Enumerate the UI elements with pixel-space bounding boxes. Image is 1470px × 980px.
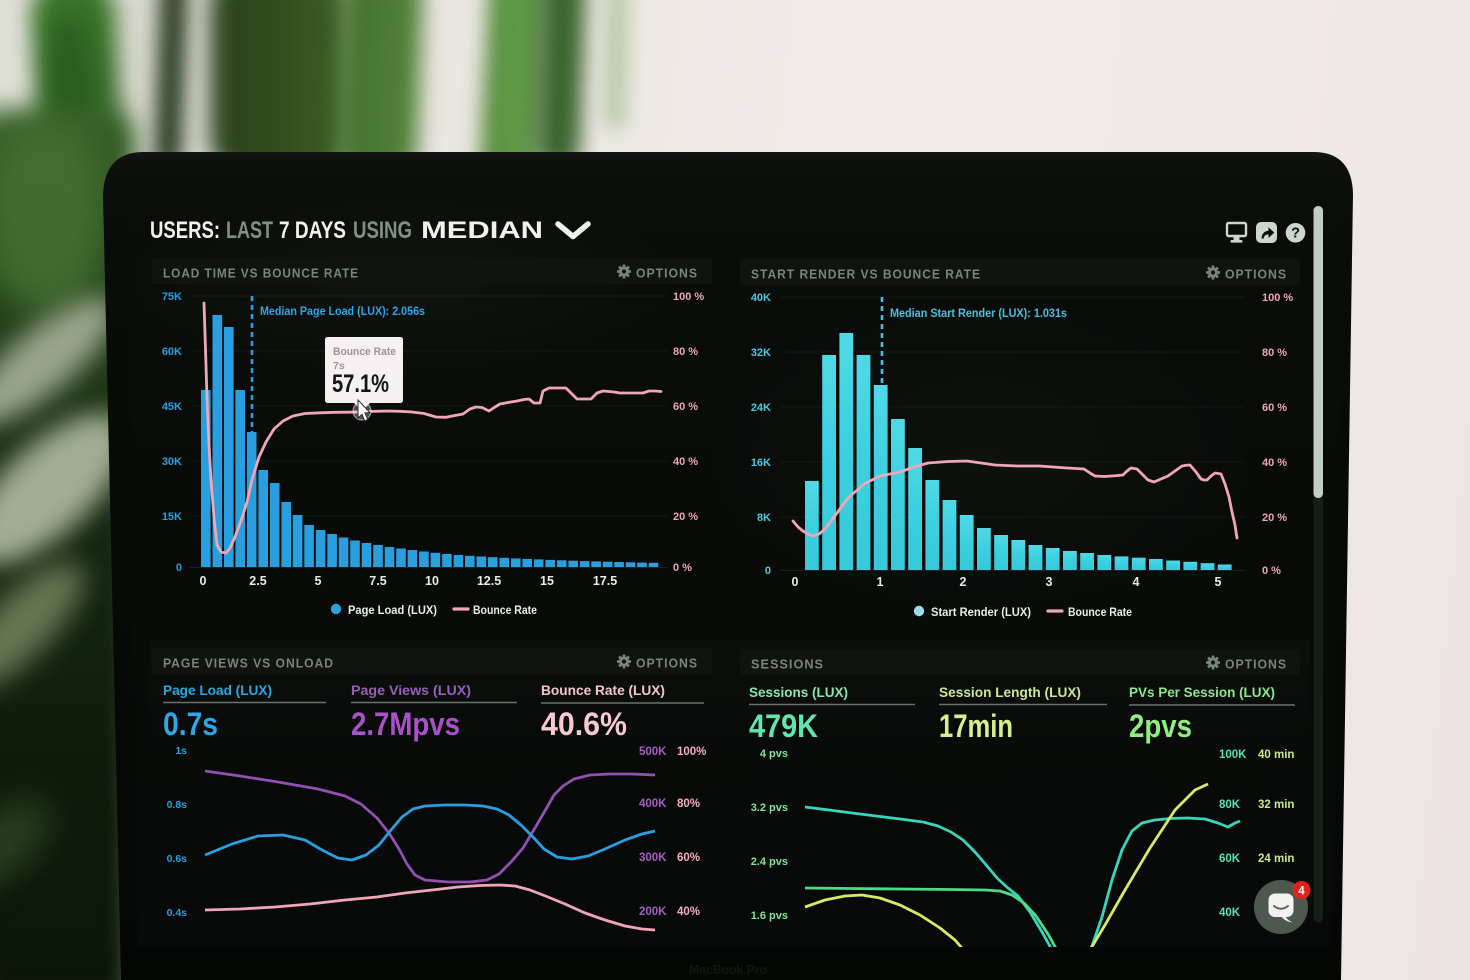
svg-text:0 %: 0 %: [673, 562, 692, 574]
svg-text:0: 0: [176, 562, 182, 574]
svg-text:80K: 80K: [1219, 799, 1241, 811]
svg-text:MacBook Pro: MacBook Pro: [689, 963, 767, 977]
svg-text:OPTIONS: OPTIONS: [1225, 268, 1287, 282]
svg-text:MEDIAN: MEDIAN: [421, 217, 543, 244]
svg-text:?: ?: [1291, 226, 1300, 242]
svg-text:0: 0: [765, 565, 771, 577]
svg-text:7s: 7s: [333, 360, 345, 372]
svg-text:40.6%: 40.6%: [541, 706, 627, 742]
svg-text:100K: 100K: [1219, 749, 1247, 761]
svg-text:Bounce Rate (LUX): Bounce Rate (LUX): [541, 683, 665, 698]
svg-text:300K: 300K: [639, 852, 667, 864]
svg-text:Bounce Rate: Bounce Rate: [333, 346, 396, 358]
svg-text:40K: 40K: [751, 292, 771, 304]
svg-text:0 %: 0 %: [1262, 565, 1281, 577]
svg-text:5: 5: [1215, 575, 1222, 589]
svg-text:0.6s: 0.6s: [167, 853, 188, 865]
svg-text:2pvs: 2pvs: [1129, 708, 1192, 744]
svg-text:Bounce Rate: Bounce Rate: [1068, 605, 1132, 619]
svg-text:3: 3: [1046, 575, 1053, 589]
svg-text:17min: 17min: [939, 708, 1013, 744]
svg-text:4: 4: [1298, 885, 1305, 897]
svg-text:80 %: 80 %: [673, 346, 698, 358]
svg-text:80%: 80%: [677, 798, 700, 810]
svg-text:500K: 500K: [639, 746, 667, 758]
svg-text:Sessions (LUX): Sessions (LUX): [749, 685, 848, 700]
svg-text:Bounce Rate: Bounce Rate: [473, 603, 537, 617]
svg-text:100%: 100%: [677, 746, 706, 758]
svg-text:17.5: 17.5: [593, 574, 617, 588]
svg-text:Median Page Load (LUX): 2.056s: Median Page Load (LUX): 2.056s: [260, 304, 425, 318]
svg-text:80 %: 80 %: [1262, 347, 1287, 359]
svg-text:1: 1: [877, 575, 884, 589]
svg-text:1s: 1s: [175, 745, 187, 757]
svg-text:16K: 16K: [751, 457, 771, 469]
svg-text:100 %: 100 %: [1262, 292, 1293, 304]
svg-text:100 %: 100 %: [673, 291, 704, 303]
svg-text:40%: 40%: [677, 906, 700, 918]
svg-text:3.2 pvs: 3.2 pvs: [751, 802, 788, 814]
svg-text:LAST: LAST: [226, 217, 273, 244]
svg-text:45K: 45K: [162, 401, 182, 413]
svg-text:10: 10: [425, 574, 439, 588]
svg-text:0.8s: 0.8s: [167, 799, 188, 811]
svg-text:7.5: 7.5: [369, 574, 386, 588]
svg-text:400K: 400K: [639, 798, 667, 810]
svg-text:OPTIONS: OPTIONS: [636, 267, 698, 281]
svg-text:40 %: 40 %: [673, 456, 698, 468]
svg-text:40K: 40K: [1219, 907, 1241, 919]
svg-text:57.1%: 57.1%: [332, 370, 389, 398]
svg-text:200K: 200K: [639, 906, 667, 918]
svg-text:OPTIONS: OPTIONS: [636, 657, 698, 671]
svg-text:60K: 60K: [1219, 853, 1241, 865]
svg-text:0: 0: [792, 575, 799, 589]
svg-text:Page Views (LUX): Page Views (LUX): [351, 683, 471, 698]
svg-text:60 %: 60 %: [1262, 402, 1287, 414]
svg-text:40 %: 40 %: [1262, 457, 1287, 469]
svg-text:75K: 75K: [162, 291, 182, 303]
svg-text:60 %: 60 %: [673, 401, 698, 413]
svg-text:PVs Per Session (LUX): PVs Per Session (LUX): [1129, 685, 1275, 700]
svg-text:60%: 60%: [677, 852, 700, 864]
svg-text:60K: 60K: [162, 346, 182, 358]
svg-text:Start Render (LUX): Start Render (LUX): [931, 605, 1031, 619]
svg-text:PAGE VIEWS VS ONLOAD: PAGE VIEWS VS ONLOAD: [163, 657, 334, 671]
svg-text:40 min: 40 min: [1258, 749, 1294, 761]
svg-text:OPTIONS: OPTIONS: [1225, 658, 1287, 672]
svg-text:15K: 15K: [162, 511, 182, 523]
svg-text:4 pvs: 4 pvs: [760, 748, 788, 760]
svg-text:32 min: 32 min: [1258, 799, 1294, 811]
svg-text:Median Start Render (LUX): 1.0: Median Start Render (LUX): 1.031s: [890, 306, 1067, 320]
svg-text:8K: 8K: [757, 512, 771, 524]
svg-text:USERS:: USERS:: [150, 217, 220, 244]
svg-text:479K: 479K: [749, 708, 818, 744]
svg-text:USING: USING: [353, 217, 412, 244]
svg-text:24K: 24K: [751, 402, 771, 414]
svg-text:5: 5: [315, 574, 322, 588]
svg-text:2.4 pvs: 2.4 pvs: [751, 856, 788, 868]
svg-text:20 %: 20 %: [673, 511, 698, 523]
svg-text:2.5: 2.5: [249, 574, 266, 588]
svg-text:0.7s: 0.7s: [163, 706, 218, 742]
svg-text:0: 0: [200, 574, 207, 588]
svg-text:15: 15: [540, 574, 554, 588]
svg-text:20 %: 20 %: [1262, 512, 1287, 524]
svg-text:24 min: 24 min: [1258, 853, 1294, 865]
svg-text:SESSIONS: SESSIONS: [751, 658, 824, 672]
svg-text:Page Load (LUX): Page Load (LUX): [348, 603, 437, 617]
svg-text:2: 2: [960, 575, 967, 589]
svg-text:4: 4: [1133, 575, 1140, 589]
svg-text:32K: 32K: [751, 347, 771, 359]
svg-text:Page Load (LUX): Page Load (LUX): [163, 683, 272, 698]
svg-text:START RENDER VS BOUNCE RATE: START RENDER VS BOUNCE RATE: [751, 268, 981, 282]
svg-text:2.7Mpvs: 2.7Mpvs: [351, 706, 460, 742]
svg-text:7 DAYS: 7 DAYS: [279, 217, 346, 244]
svg-text:Session Length (LUX): Session Length (LUX): [939, 685, 1081, 700]
svg-text:30K: 30K: [162, 456, 182, 468]
svg-text:LOAD TIME VS BOUNCE RATE: LOAD TIME VS BOUNCE RATE: [163, 267, 359, 281]
svg-text:0.4s: 0.4s: [167, 907, 188, 919]
svg-text:12.5: 12.5: [477, 574, 501, 588]
svg-text:1.6 pvs: 1.6 pvs: [751, 910, 788, 922]
